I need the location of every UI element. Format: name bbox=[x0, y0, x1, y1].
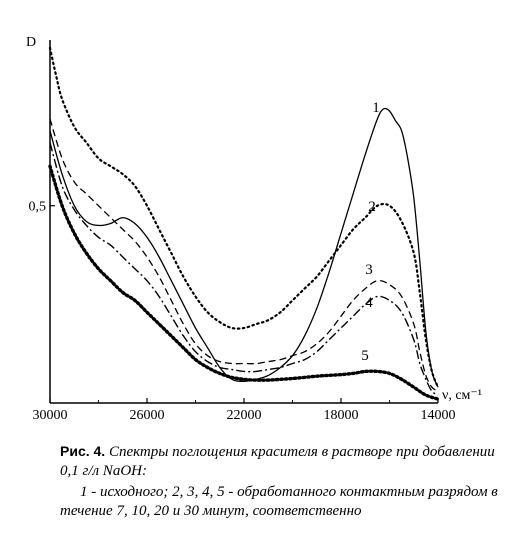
x-tick-label: 30000 bbox=[33, 408, 68, 423]
series-label-1: 1 bbox=[372, 100, 380, 116]
series-label-3: 3 bbox=[365, 262, 373, 278]
figure-number: Рис. 4. bbox=[60, 443, 106, 459]
figure-description: 1 - исходного; 2, 3, 4, 5 - обработанног… bbox=[60, 484, 498, 519]
x-tick-label: 14000 bbox=[421, 408, 456, 423]
chart-axes: Dν, см⁻¹ 30000 26000 22000 18000 14000 0,5 bbox=[26, 35, 482, 423]
absorption-spectra-chart: Dν, см⁻¹ 30000 26000 22000 18000 14000 0,5 1 2 3… bbox=[26, 35, 482, 423]
y-tick-label: 0,5 bbox=[29, 200, 47, 215]
chart-series bbox=[48, 46, 440, 401]
series-line-3 bbox=[49, 118, 439, 392]
series-label-4: 4 bbox=[365, 295, 373, 311]
series-line-2 bbox=[48, 46, 440, 389]
x-axis-label: ν, см⁻¹ bbox=[442, 388, 482, 403]
chart-series-labels: 1 2 3 4 5 bbox=[361, 100, 380, 364]
series-label-5: 5 bbox=[361, 348, 369, 364]
x-tick-label: 22000 bbox=[227, 408, 262, 423]
series-line-1 bbox=[49, 107, 439, 388]
figure-title: Спектры поглощения красителя в растворе … bbox=[60, 444, 495, 479]
x-tick-label: 26000 bbox=[130, 408, 165, 423]
series-label-2: 2 bbox=[368, 199, 376, 215]
series-line-5 bbox=[48, 164, 440, 401]
figure-caption: Рис. 4. Спектры поглощения красителя в р… bbox=[60, 442, 500, 521]
series-line-4 bbox=[49, 142, 439, 396]
y-axis-label: D bbox=[26, 35, 36, 50]
x-tick-label: 18000 bbox=[324, 408, 359, 423]
